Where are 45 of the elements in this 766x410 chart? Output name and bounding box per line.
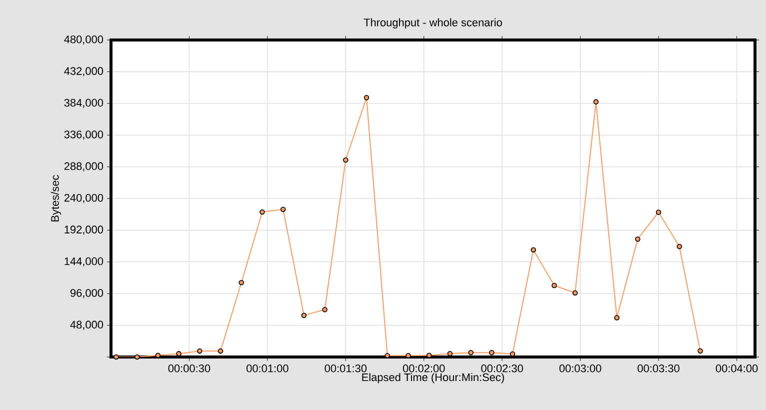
point <box>426 352 432 358</box>
point <box>238 280 244 286</box>
y-tick-label: 192,000 <box>64 226 104 235</box>
y-tick-label: 240,000 <box>64 194 104 204</box>
point <box>593 99 599 104</box>
point <box>489 350 494 356</box>
point <box>676 244 682 250</box>
point <box>155 352 161 358</box>
point <box>530 247 536 253</box>
y-tick-label: 432,000 <box>64 67 104 76</box>
point <box>656 210 662 215</box>
y-axis-title: Bytes/sec <box>50 175 62 222</box>
x-tick-label: 00:01:30 <box>324 364 367 372</box>
point <box>280 206 286 212</box>
x-tick-label: 00:01:00 <box>246 364 288 372</box>
x-tick-label: 00:03:00 <box>559 364 602 372</box>
point <box>343 157 348 163</box>
x-tick-label: 00:00:30 <box>168 364 210 372</box>
point <box>572 290 578 296</box>
y-tick-label: 288,000 <box>64 162 104 172</box>
point <box>552 282 557 288</box>
y-tick-label: 480,000 <box>64 35 104 45</box>
point <box>301 312 307 318</box>
point <box>322 307 328 312</box>
point <box>218 348 224 354</box>
point <box>468 350 474 356</box>
x-tick-label: 00:03:30 <box>638 364 680 372</box>
y-tick-label: 384,000 <box>64 98 104 108</box>
y-tick-label: 144,000 <box>64 257 104 266</box>
point <box>114 354 119 360</box>
point <box>614 315 620 320</box>
x-tick-label: 00:02:00 <box>402 364 445 372</box>
x-tick-label: 00:04:00 <box>716 364 758 372</box>
point <box>364 95 370 100</box>
point <box>197 348 202 354</box>
x-axis-title: Elapsed Time (Hour:Min:Sec) <box>362 373 504 384</box>
point <box>635 236 640 242</box>
point <box>134 354 140 360</box>
y-tick-label: 96,000 <box>70 289 104 298</box>
y-tick-label: 48,000 <box>70 320 104 330</box>
point <box>698 348 703 354</box>
y-tick-label: 336,000 <box>64 130 104 140</box>
chart-title: Throughput - whole scenario <box>364 18 502 28</box>
x-tick-label: 00:02:30 <box>481 364 523 372</box>
point <box>260 209 265 215</box>
